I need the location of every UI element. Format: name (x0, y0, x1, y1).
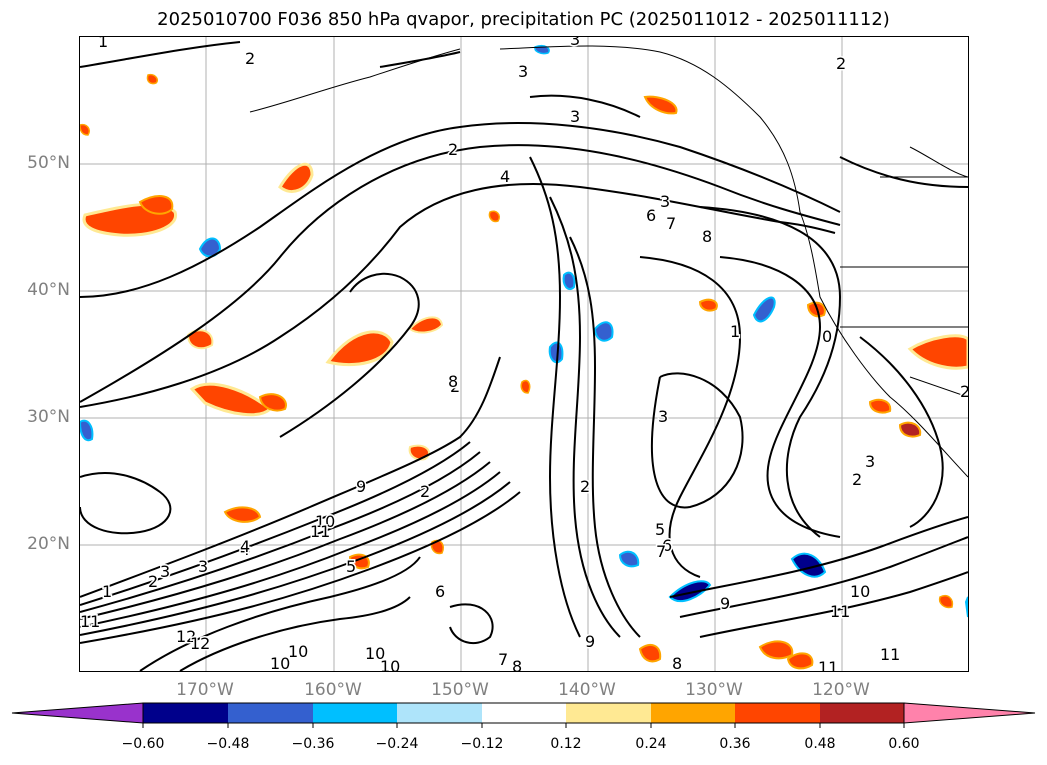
contour-label: 3 (570, 107, 580, 126)
lat-label: 50°N (27, 153, 70, 173)
contour-label: 10 (850, 582, 870, 601)
lon-label: 170°W (176, 680, 234, 700)
contour-label: 7 (498, 650, 508, 669)
graticule (80, 37, 968, 671)
colorbar-tick-label: 0.48 (804, 736, 836, 752)
contour-label: 6 (435, 582, 445, 601)
contour-label: 5 (655, 520, 665, 539)
contour-label: 3 (160, 562, 170, 581)
colorbar-tick-label: 0.24 (635, 736, 667, 752)
contour-label: 10 (365, 644, 385, 663)
lon-label: 120°W (812, 680, 870, 700)
lon-label: 130°W (685, 680, 743, 700)
colorbar-bin (228, 703, 313, 723)
qvapor-contours (80, 41, 968, 671)
colorbar-extend-high (903, 702, 1036, 724)
contour-label: 9 (585, 632, 595, 651)
lon-label: 140°W (558, 680, 616, 700)
colorbar-tick-label: −0.12 (460, 736, 504, 752)
contour-label: 10 (270, 654, 290, 671)
precip-positive-shading (80, 73, 968, 670)
contour-label: 11 (818, 658, 838, 671)
colorbar-tick-label: −0.60 (121, 736, 165, 752)
contour-label: 9 (720, 594, 730, 613)
contour-label: 12 (176, 627, 196, 646)
contour-label: 3 (518, 62, 528, 81)
colorbar-bin (566, 703, 651, 723)
contour-label: 3 (658, 407, 668, 426)
colorbar-tick-label: −0.36 (291, 736, 335, 752)
contour-label: 6 (646, 206, 656, 225)
colorbar-tick-label: −0.24 (375, 736, 419, 752)
contour-label: 2 (580, 477, 590, 496)
contour-label: 8 (448, 372, 458, 391)
colorbar-bin (143, 703, 228, 723)
colorbar-bin (735, 703, 820, 723)
contour-label: 4 (240, 540, 250, 559)
colorbar-bin (313, 703, 397, 723)
contour-label: 7 (656, 542, 666, 561)
contour-label: 2 (245, 49, 255, 68)
contour-label: 9 (356, 477, 366, 496)
lat-label: 20°N (27, 534, 70, 554)
map-plot: 1 2 3 3 3 2 2 4 3 6 7 8 2 8 9 10 1 2 3 4… (80, 37, 968, 671)
contour-label: 2 (448, 140, 458, 159)
map-title: 2025010700 F036 850 hPa qvapor, precipit… (157, 9, 890, 30)
contour-label: 12 (190, 634, 210, 653)
lon-label: 160°W (304, 680, 362, 700)
contour-label: 7 (666, 214, 676, 233)
contour-label: 2 (148, 572, 158, 591)
contour-label: 5 (346, 557, 356, 576)
contour-label: 11 (830, 602, 850, 621)
colorbar-bin (820, 703, 904, 723)
colorbar-tick-label: −0.48 (206, 736, 250, 752)
colorbar-extend-low (11, 702, 144, 724)
contour-label: 3 (198, 557, 208, 576)
contour-label: 11 (310, 522, 330, 541)
contour-label: 3 (570, 37, 580, 49)
colorbar-bin (651, 703, 735, 723)
contour-label: 3 (865, 452, 875, 471)
colorbar-bin (397, 703, 482, 723)
lat-label: 40°N (27, 280, 70, 300)
contour-label: 8 (672, 654, 682, 671)
colorbar-tick-label: 0.36 (719, 736, 751, 752)
lon-label: 150°W (431, 680, 489, 700)
colorbar-bin (482, 703, 566, 723)
contour-label: 2 (836, 54, 846, 73)
contour-label: 10 (288, 642, 308, 661)
colorbar-tick-label: 0.12 (550, 736, 582, 752)
contour-label: 10 (380, 657, 400, 671)
contour-label: 11 (80, 612, 100, 631)
contour-label: 1 (98, 37, 108, 51)
contour-label: 8 (702, 227, 712, 246)
contour-label: 10 (315, 512, 335, 531)
contour-label: 11 (880, 645, 900, 664)
map-panel: 1 2 3 3 3 2 2 4 3 6 7 8 2 8 9 10 1 2 3 4… (79, 36, 969, 672)
colorbar-tick-label: 0.60 (888, 736, 920, 752)
contour-label: 2 (960, 382, 968, 401)
coastline (249, 45, 968, 478)
contour-label: 1 (730, 322, 740, 341)
contour-label: 6 (662, 536, 672, 555)
contour-label: 4 (500, 167, 510, 186)
lat-label: 30°N (27, 407, 70, 427)
contour-label: 3 (660, 192, 670, 211)
colorbar (11, 702, 1036, 728)
contour-label: 2 (450, 377, 460, 396)
contour-label: 2 (852, 470, 862, 489)
contour-label: 0 (822, 327, 832, 346)
contour-label: 1 (102, 582, 112, 601)
contour-label: 8 (512, 657, 522, 671)
contour-label: 4 (240, 537, 250, 556)
contour-label: 2 (420, 482, 430, 501)
precip-negative-shading (80, 44, 968, 618)
contour-labels: 1 2 3 3 3 2 2 4 3 6 7 8 2 8 9 10 1 2 3 4… (80, 37, 968, 671)
